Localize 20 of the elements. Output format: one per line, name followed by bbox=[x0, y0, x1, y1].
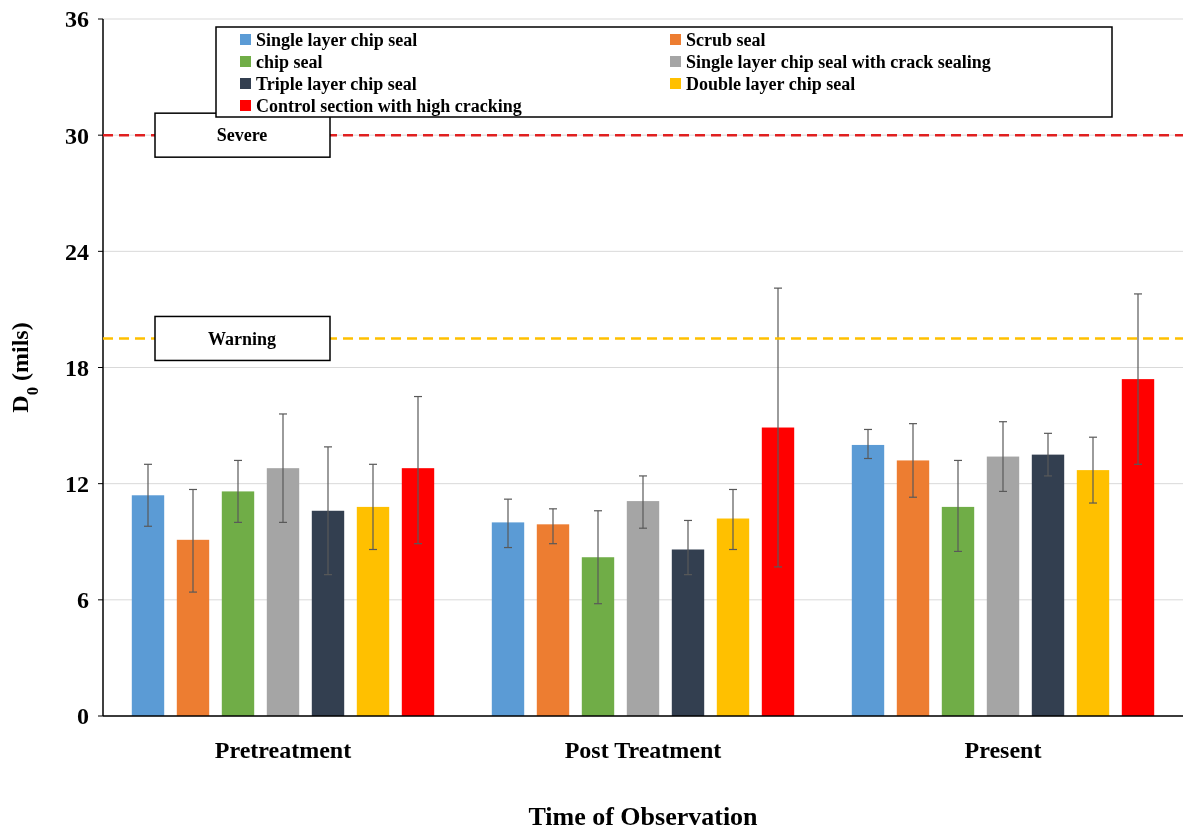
y-tick-label: 18 bbox=[65, 354, 89, 381]
y-tick-label: 0 bbox=[77, 703, 89, 730]
y-tick-label: 24 bbox=[65, 238, 89, 265]
x-tick-label: Present bbox=[964, 737, 1042, 763]
legend-label: Triple layer chip seal bbox=[256, 74, 417, 95]
legend-label: Double layer chip seal bbox=[686, 74, 856, 95]
legend-label: chip seal bbox=[256, 52, 323, 73]
x-tick-label: Post Treatment bbox=[564, 737, 722, 763]
legend-label: Scrub seal bbox=[686, 30, 766, 51]
y-tick-label: 36 bbox=[65, 6, 89, 33]
legend-label: Single layer chip seal with crack sealing bbox=[686, 52, 991, 73]
x-tick-label: Pretreatment bbox=[214, 737, 352, 763]
ref-line-label: Warning bbox=[207, 328, 277, 349]
ref-line-label: Severe bbox=[216, 125, 268, 146]
legend-label: Control section with high cracking bbox=[256, 96, 522, 117]
x-axis-title: Time of Observation bbox=[528, 802, 759, 831]
legend-label: Single layer chip seal bbox=[256, 30, 418, 51]
y-tick-label: 6 bbox=[77, 587, 89, 614]
y-tick-label: 30 bbox=[65, 122, 89, 149]
y-tick-label: 12 bbox=[65, 471, 89, 498]
